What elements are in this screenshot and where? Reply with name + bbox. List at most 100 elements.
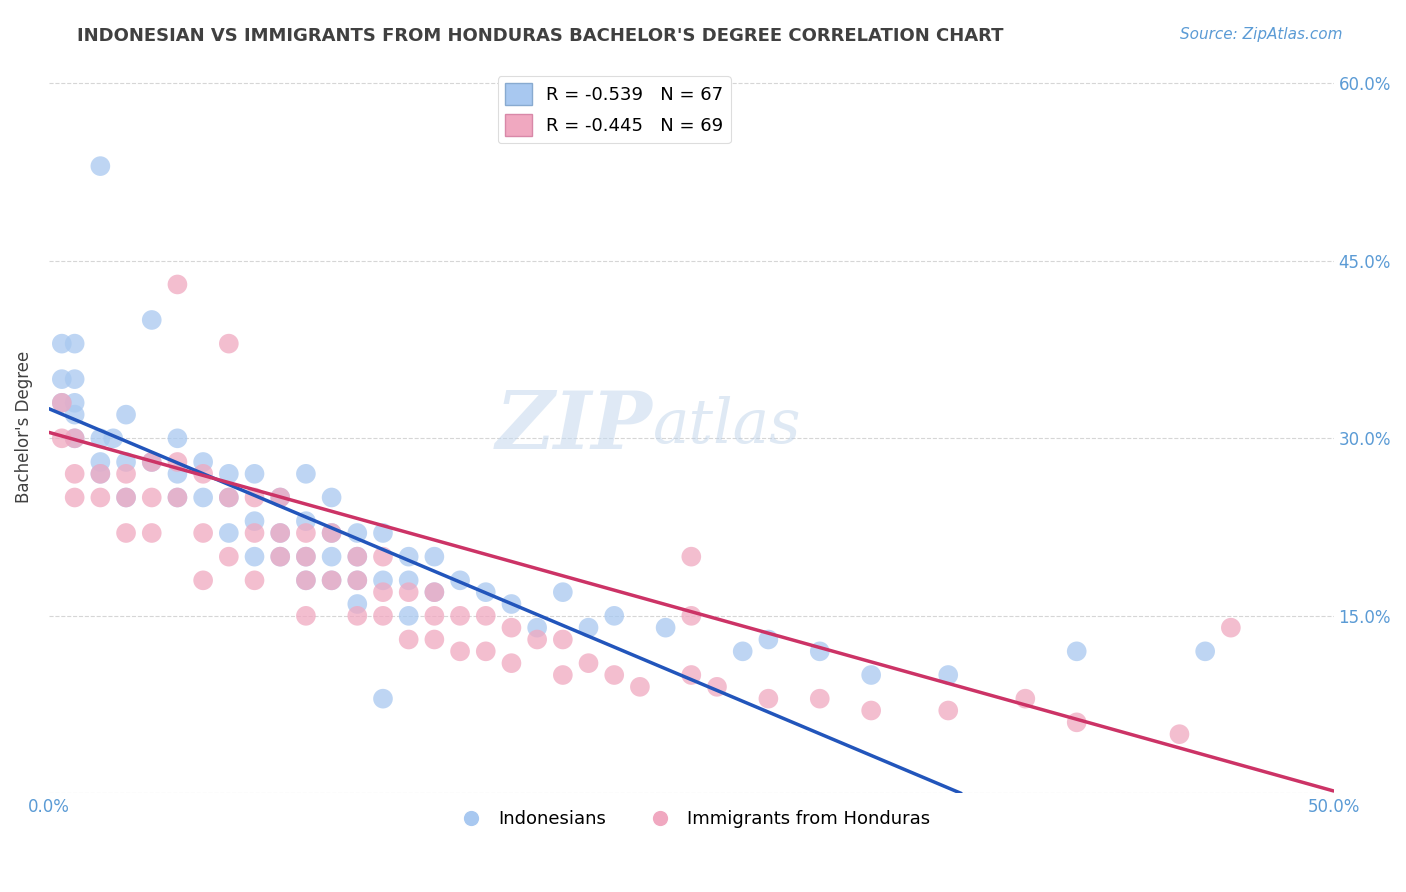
Point: [115, 491, 138, 505]
Text: Source: ZipAtlas.com: Source: ZipAtlas.com: [1180, 27, 1343, 42]
Point: [474, 608, 496, 623]
Point: [269, 526, 291, 541]
Point: [269, 549, 291, 564]
Point: [371, 608, 394, 623]
Point: [321, 526, 343, 541]
Point: [526, 621, 548, 635]
Point: [321, 526, 343, 541]
Point: [243, 514, 266, 528]
Point: [936, 668, 959, 682]
Point: [295, 608, 318, 623]
Point: [346, 597, 368, 611]
Point: [808, 691, 831, 706]
Point: [218, 549, 240, 564]
Point: [243, 526, 266, 541]
Point: [758, 632, 780, 647]
Point: [141, 455, 163, 469]
Point: [681, 668, 703, 682]
Point: [603, 608, 626, 623]
Point: [706, 680, 728, 694]
Point: [166, 491, 188, 505]
Point: [860, 704, 883, 718]
Point: [269, 526, 291, 541]
Point: [578, 621, 600, 635]
Point: [191, 491, 214, 505]
Point: [63, 467, 86, 481]
Point: [89, 467, 111, 481]
Point: [295, 467, 318, 481]
Point: [51, 396, 73, 410]
Point: [243, 491, 266, 505]
Point: [115, 455, 138, 469]
Point: [191, 455, 214, 469]
Point: [346, 574, 368, 588]
Point: [218, 336, 240, 351]
Point: [141, 455, 163, 469]
Point: [346, 526, 368, 541]
Point: [1219, 621, 1241, 635]
Point: [551, 668, 574, 682]
Point: [1066, 715, 1088, 730]
Point: [243, 467, 266, 481]
Point: [474, 644, 496, 658]
Point: [269, 491, 291, 505]
Point: [218, 526, 240, 541]
Point: [1168, 727, 1191, 741]
Point: [191, 467, 214, 481]
Point: [63, 396, 86, 410]
Point: [346, 574, 368, 588]
Point: [860, 668, 883, 682]
Point: [63, 336, 86, 351]
Point: [191, 526, 214, 541]
Point: [141, 491, 163, 505]
Point: [63, 431, 86, 445]
Point: [398, 549, 420, 564]
Point: [89, 467, 111, 481]
Point: [371, 585, 394, 599]
Point: [51, 396, 73, 410]
Point: [295, 549, 318, 564]
Point: [731, 644, 754, 658]
Point: [166, 455, 188, 469]
Point: [115, 408, 138, 422]
Point: [423, 632, 446, 647]
Text: atlas: atlas: [652, 396, 801, 457]
Point: [398, 608, 420, 623]
Point: [321, 491, 343, 505]
Point: [191, 574, 214, 588]
Point: [423, 608, 446, 623]
Point: [63, 491, 86, 505]
Point: [115, 491, 138, 505]
Point: [936, 704, 959, 718]
Point: [398, 585, 420, 599]
Point: [346, 549, 368, 564]
Point: [166, 467, 188, 481]
Text: INDONESIAN VS IMMIGRANTS FROM HONDURAS BACHELOR'S DEGREE CORRELATION CHART: INDONESIAN VS IMMIGRANTS FROM HONDURAS B…: [77, 27, 1004, 45]
Point: [321, 574, 343, 588]
Point: [243, 574, 266, 588]
Point: [141, 526, 163, 541]
Point: [63, 372, 86, 386]
Point: [269, 491, 291, 505]
Point: [501, 656, 523, 670]
Point: [166, 491, 188, 505]
Point: [321, 549, 343, 564]
Point: [758, 691, 780, 706]
Point: [51, 372, 73, 386]
Point: [551, 632, 574, 647]
Point: [551, 585, 574, 599]
Point: [1014, 691, 1036, 706]
Point: [681, 549, 703, 564]
Point: [371, 526, 394, 541]
Point: [346, 608, 368, 623]
Point: [1194, 644, 1216, 658]
Point: [166, 277, 188, 292]
Point: [51, 336, 73, 351]
Point: [654, 621, 676, 635]
Point: [423, 585, 446, 599]
Point: [243, 549, 266, 564]
Point: [603, 668, 626, 682]
Point: [295, 514, 318, 528]
Point: [449, 574, 471, 588]
Point: [115, 467, 138, 481]
